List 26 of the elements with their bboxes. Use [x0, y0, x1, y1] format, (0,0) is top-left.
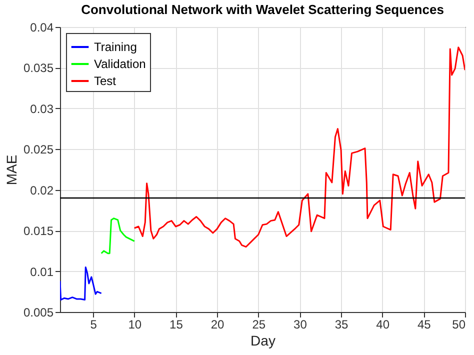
- x-tick-label: 20: [210, 318, 225, 332]
- y-tick-label: 0.02: [30, 183, 54, 198]
- y-tick-label: 0.005: [23, 306, 54, 320]
- x-tick-label: 15: [170, 318, 184, 332]
- legend-label: Validation: [94, 57, 146, 71]
- y-tick-label: 0.04: [30, 20, 54, 34]
- y-tick-label: 0.025: [23, 142, 54, 157]
- legend-label: Test: [94, 74, 117, 88]
- y-tick-label: 0.03: [30, 102, 54, 116]
- x-tick-label: 50: [452, 318, 466, 332]
- y-tick-label: 0.015: [23, 224, 54, 238]
- y-tick-label: 0.01: [30, 264, 54, 279]
- x-tick-label: 10: [128, 318, 142, 332]
- x-axis-title: Day: [250, 332, 276, 348]
- y-axis-title: MAE: [3, 154, 20, 186]
- x-tick-label: 45: [417, 318, 432, 332]
- x-tick-label: 30: [294, 318, 308, 332]
- x-tick-label: 5: [90, 318, 98, 332]
- chart-title: Convolutional Network with Wavelet Scattering Sequences: [81, 2, 444, 17]
- y-tick-label: 0.035: [23, 61, 54, 76]
- x-tick-label: 25: [252, 318, 266, 332]
- x-tick-label: 35: [334, 318, 349, 332]
- x-tick-label: 40: [376, 318, 390, 332]
- line-series: [60, 266, 102, 301]
- line-series: [100, 218, 136, 254]
- legend-label: Training: [94, 40, 137, 54]
